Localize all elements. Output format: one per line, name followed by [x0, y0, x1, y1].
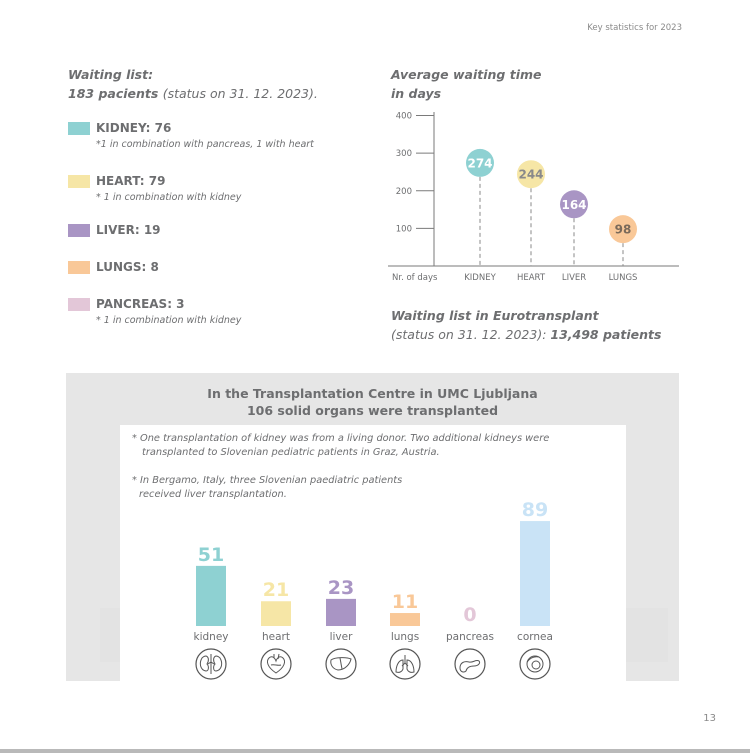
icon-shape — [267, 656, 285, 674]
data-label: 274 — [467, 156, 492, 170]
bar-kidney — [196, 565, 226, 626]
bar-category-label: cornea — [517, 631, 553, 643]
icon-shape — [339, 657, 343, 670]
header-note: Key statistics for 2023 — [587, 23, 682, 33]
avg-waiting-chart: 100 200 300 400 Nr. of days 274 KIDNEY 244 HEART… — [388, 112, 679, 283]
transplant-bar-chart: 51 kidney 21 heart 23 liver 11 lungs 0 pancreas 89… — [194, 499, 553, 680]
x-tick-label: LIVER — [562, 273, 586, 283]
bar-value-label: 21 — [263, 579, 289, 601]
eurotransplant-block: Waiting list in Eurotransplant (status o… — [391, 306, 661, 344]
legend-swatch-kidney — [68, 122, 90, 135]
lollipop-marker — [560, 190, 588, 219]
waiting-list-count-line: 183 pacients (status on 31. 12. 2023). — [68, 84, 318, 103]
transplant-title-line1: In the Transplantation Centre in UMC Lju… — [207, 386, 538, 401]
icon-ring — [519, 648, 551, 680]
legend-swatch-lungs — [68, 261, 90, 274]
eurotransplant-status: (status on 31. 12. 2023): — [391, 327, 551, 342]
icon-ring — [389, 648, 421, 680]
data-label: 244 — [518, 168, 543, 182]
note-line: received liver transplantation. — [139, 489, 287, 500]
bar-value-label: 89 — [522, 499, 548, 521]
waiting-item-label: LIVER: 19 — [96, 223, 161, 237]
transplant-title: In the Transplantation Centre in UMC Lju… — [66, 385, 679, 419]
avg-waiting-title-line1: Average waiting time — [391, 67, 542, 82]
icon-shape — [531, 660, 541, 670]
note-line: * One transplantation of kidney was from… — [132, 433, 550, 444]
bar-lungs — [390, 613, 420, 626]
x-axis-label: Nr. of days — [392, 273, 438, 283]
bar-category-label: lungs — [391, 631, 419, 643]
legend-swatch-liver — [68, 224, 90, 237]
heart-icon — [260, 648, 292, 680]
note-bergamo: * In Bergamo, Italy, three Slovenian pae… — [132, 474, 402, 502]
lollipop-marker — [517, 160, 545, 189]
icon-ring — [454, 648, 486, 680]
icon-shape — [199, 655, 209, 672]
note-living-donor: * One transplantation of kidney was from… — [132, 432, 549, 460]
bar-liver — [326, 598, 356, 626]
eurotransplant-count: 13,498 patients — [550, 327, 662, 342]
y-tick-label: 300 — [396, 149, 412, 159]
waiting-item-note: *1 in combination with pancreas, 1 with … — [96, 139, 314, 150]
avg-waiting-title-line2: in days — [391, 86, 442, 101]
eurotransplant-title: Waiting list in Eurotransplant — [391, 308, 599, 323]
bar-category-label: heart — [262, 631, 290, 643]
eye-icon — [519, 648, 551, 680]
bottom-rule — [0, 749, 750, 753]
page-number: 13 — [703, 713, 716, 724]
icon-shape — [270, 653, 282, 666]
data-label: 98 — [615, 223, 632, 237]
waiting-item-label: LUNGS: 8 — [96, 260, 159, 274]
y-tick-label: 400 — [396, 112, 412, 122]
bar-category-label: pancreas — [446, 631, 494, 643]
icon-shape — [459, 659, 481, 673]
liver-icon — [325, 648, 357, 680]
bar-value-label: 23 — [328, 577, 354, 599]
waiting-item-label: PANCREAS: 3 — [96, 297, 185, 311]
transplant-title-line2: 106 solid organs were transplanted — [246, 403, 499, 418]
icon-ring — [260, 648, 292, 680]
bar-value-label: 0 — [463, 604, 476, 626]
bar-category-label: liver — [330, 631, 354, 643]
waiting-item-label: KIDNEY: 76 — [96, 121, 172, 135]
waiting-item-note: * 1 in combination with kidney — [96, 315, 242, 326]
icon-shape — [526, 655, 544, 673]
note-line: transplanted to Slovenian pediatric pati… — [142, 447, 440, 458]
waiting-item-label: HEART: 79 — [96, 174, 166, 188]
y-tick-label: 200 — [396, 187, 412, 197]
waiting-item-note: * 1 in combination with kidney — [96, 192, 242, 203]
waiting-list-title: Waiting list: 183 pacients (status on 31… — [68, 65, 318, 103]
waiting-list-heading: Waiting list: — [68, 67, 154, 82]
legend-swatch-pancreas — [68, 298, 90, 311]
lollipop-marker — [466, 148, 494, 177]
x-tick-label: HEART — [517, 273, 546, 283]
lungs-icon — [389, 648, 421, 680]
bar-heart — [261, 601, 291, 626]
icon-shape — [526, 656, 540, 663]
bar-value-label: 11 — [392, 591, 418, 613]
note-line: * In Bergamo, Italy, three Slovenian pae… — [132, 475, 403, 486]
eurotransplant-status-line: (status on 31. 12. 2023): 13,498 patient… — [391, 325, 661, 344]
icon-shape — [330, 657, 352, 671]
waiting-list-count: 183 pacients — [68, 86, 159, 101]
avg-waiting-title: Average waiting time in days — [391, 65, 541, 103]
data-label: 164 — [561, 198, 586, 212]
icon-shape — [406, 659, 415, 673]
pancreas-icon — [454, 648, 486, 680]
waiting-list-status: (status on 31. 12. 2023). — [162, 86, 318, 101]
icon-shape — [213, 655, 223, 672]
bar-category-label: kidney — [194, 631, 229, 643]
x-tick-label: KIDNEY — [464, 273, 496, 283]
y-tick-label: 100 — [396, 224, 412, 234]
bar-cornea — [520, 521, 550, 626]
legend-swatch-heart — [68, 175, 90, 188]
x-tick-label: LUNGS — [609, 273, 638, 283]
bar-value-label: 51 — [198, 544, 224, 566]
lollipop-marker — [609, 215, 637, 244]
icon-shape — [207, 654, 215, 674]
icon-shape — [395, 659, 404, 673]
kidney-icon — [195, 648, 227, 680]
